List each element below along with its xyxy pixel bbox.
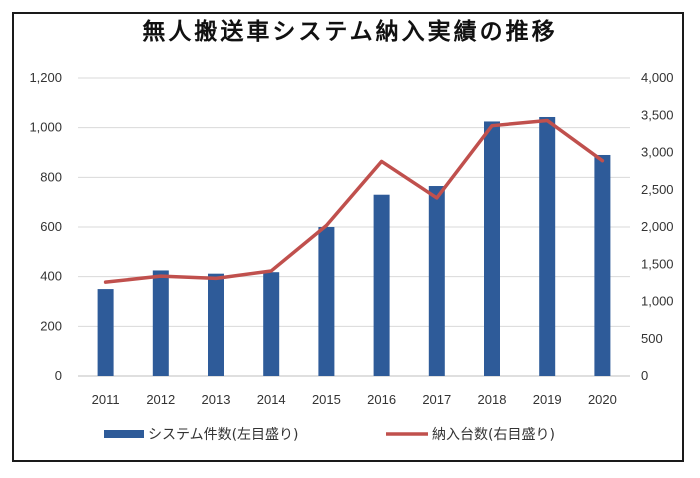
x-tick-label: 2016 [367, 392, 396, 407]
x-tick-label: 2020 [588, 392, 617, 407]
bar [318, 227, 335, 376]
chart-title: 無人搬送車システム納入実績の推移 [142, 19, 558, 45]
legend-bar-label: システム件数(左目盛り) [148, 427, 299, 443]
x-tick-label: 2013 [202, 392, 231, 407]
x-tick-label: 2017 [422, 392, 451, 407]
line-point [324, 224, 328, 228]
line-point [159, 274, 163, 278]
x-tick-label: 2018 [478, 392, 507, 407]
line-point [490, 124, 494, 128]
legend-bar-swatch [104, 430, 144, 438]
y-left-tick-label: 600 [40, 219, 62, 234]
y-left-tick-label: 0 [55, 368, 62, 383]
line-point [435, 196, 439, 200]
y-left-tick-label: 400 [40, 269, 62, 284]
line-point [104, 280, 108, 284]
line-point [380, 159, 384, 163]
x-tick-label: 2011 [92, 392, 120, 407]
line-point [545, 118, 549, 122]
y-right-tick-label: 500 [641, 331, 663, 346]
chart-frame [12, 12, 684, 462]
bar [373, 194, 390, 376]
bar [484, 121, 500, 376]
y-right-tick-label: 2,500 [641, 182, 674, 197]
x-tick-label: 2012 [146, 392, 175, 407]
bar [594, 154, 611, 376]
bar [152, 270, 169, 376]
x-tick-label: 2019 [533, 392, 562, 407]
bar [263, 272, 280, 376]
x-tick-label: 2014 [257, 392, 286, 407]
y-left-tick-label: 200 [40, 318, 62, 333]
line-point [600, 159, 604, 163]
x-tick-label: 2015 [312, 392, 341, 407]
y-right-tick-label: 4,000 [641, 70, 674, 85]
bar [539, 116, 556, 376]
bar [428, 186, 445, 376]
y-right-tick-label: 1,500 [641, 256, 674, 271]
y-left-tick-label: 1,200 [29, 70, 62, 85]
line-series [103, 118, 605, 284]
bar [97, 289, 114, 376]
legend-line-label: 納入台数(右目盛り) [432, 427, 555, 443]
y-right-tick-label: 2,000 [641, 219, 674, 234]
line-point [214, 276, 218, 280]
y-right-tick-label: 1,000 [641, 294, 674, 309]
y-right-tick-label: 3,500 [641, 107, 674, 122]
y-right-tick-label: 0 [641, 368, 648, 383]
y-left-tick-label: 800 [40, 169, 62, 184]
y-left-tick-label: 1,000 [29, 120, 62, 135]
bar [208, 273, 224, 376]
y-right-tick-label: 3,000 [641, 145, 674, 160]
line-point [269, 269, 273, 273]
